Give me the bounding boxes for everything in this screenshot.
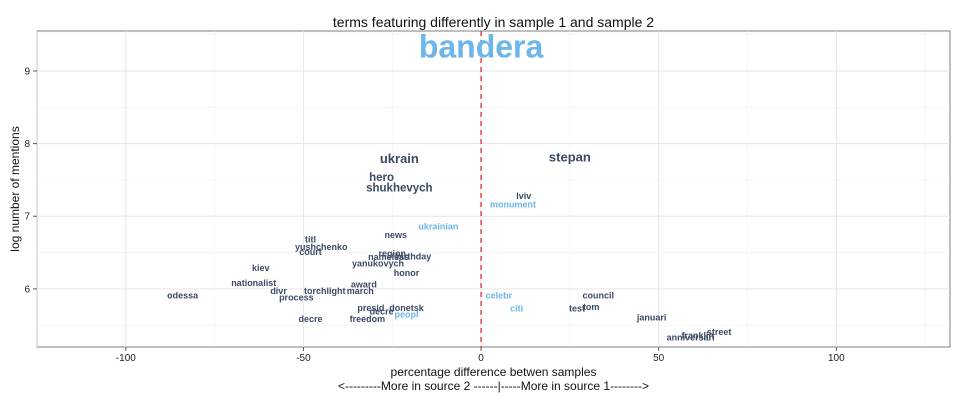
term-label: decre xyxy=(299,314,323,324)
term-label: stepan xyxy=(549,150,591,165)
x-tick-label: 100 xyxy=(828,353,845,364)
x-tick-label: -50 xyxy=(296,353,311,364)
y-tick-label: 9 xyxy=(24,66,30,77)
plot-panel-frame xyxy=(36,30,951,348)
term-label: process xyxy=(279,293,314,303)
x-tick-label: 50 xyxy=(653,353,665,364)
term-label: yushchenko xyxy=(295,242,348,252)
x-tick-label: -100 xyxy=(116,353,136,364)
term-label: ukrainian xyxy=(418,222,458,232)
term-label: tom xyxy=(583,302,600,312)
y-tick-label: 6 xyxy=(24,284,30,295)
term-label: monument xyxy=(490,200,536,210)
term-label: celebr xyxy=(486,291,513,301)
term-label: honor xyxy=(394,268,420,278)
term-label: presid xyxy=(357,303,384,313)
term-label: citi xyxy=(510,304,523,314)
term-label: lviv xyxy=(516,191,531,201)
term-label: torchlight xyxy=(304,286,346,296)
term-label: nationalist xyxy=(231,278,276,288)
x-axis-title: percentage difference betwen samples xyxy=(391,365,597,379)
term-label: birthday xyxy=(396,251,432,261)
grid-lines xyxy=(36,31,950,347)
term-label: donetsk xyxy=(389,303,425,313)
term-label: anniversari xyxy=(667,333,715,343)
term-label: decre xyxy=(370,307,394,317)
term-label: januari xyxy=(636,312,667,322)
axes: -100 -50 0 50 100 6 7 8 9 xyxy=(24,66,845,364)
term-label: council xyxy=(583,291,615,301)
term-label: test xyxy=(569,304,585,314)
y-tick-label: 7 xyxy=(24,212,30,223)
plot-panel xyxy=(36,30,951,348)
x-tick-label: 0 xyxy=(478,353,484,364)
term-label: peopl xyxy=(394,309,418,319)
term-label: odessa xyxy=(167,291,199,301)
term-label: freedom xyxy=(350,314,386,324)
term-label: kiev xyxy=(252,263,270,273)
term-label: region xyxy=(378,248,406,258)
chart-title: terms featuring differently in sample 1 … xyxy=(333,14,654,30)
term-label: news xyxy=(385,230,408,240)
term-label: court xyxy=(299,247,322,257)
term-label: franklin xyxy=(682,330,715,340)
term-label: divr xyxy=(270,286,287,296)
x-axis-subtitle: <---------More in source 2 ------|-----M… xyxy=(338,379,649,393)
term-label: shukhevych xyxy=(366,183,432,195)
term-label: nameless xyxy=(368,252,409,262)
term-label: award xyxy=(351,280,377,290)
term-label: yanukovych xyxy=(352,259,404,269)
term-label: march xyxy=(347,286,374,296)
term-label: ukrain xyxy=(380,151,419,166)
term-label: bandera xyxy=(419,29,544,65)
term-label: titl xyxy=(305,235,316,245)
term-label: street xyxy=(707,327,732,337)
y-tick-label: 8 xyxy=(24,139,30,150)
term-label: hero xyxy=(369,172,394,184)
y-axis-title: log number of mentions xyxy=(8,126,22,251)
